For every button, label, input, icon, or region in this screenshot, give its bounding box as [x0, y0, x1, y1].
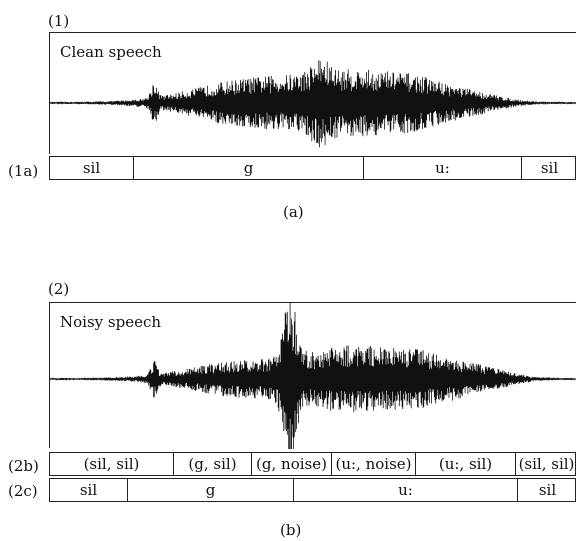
segment-g-sil: (g, sil)	[174, 453, 252, 475]
row-1a-label: (1a)	[8, 162, 39, 180]
clean-speech-title: Clean speech	[60, 43, 162, 61]
segment-u: u:	[294, 479, 518, 501]
waveform-trace	[50, 60, 576, 148]
clean-phone-segmentation: sil g u: sil	[49, 156, 576, 180]
segment-sil-end: sil	[540, 159, 559, 177]
segment-sil-end: sil	[538, 481, 557, 499]
row-2c-label: (2c)	[8, 482, 38, 500]
segment-sil-sil-end: (sil, sil)	[518, 455, 575, 473]
noisy-speech-signal	[50, 303, 576, 449]
segment-u: u:	[364, 157, 522, 179]
segment-g: g	[134, 157, 364, 179]
noisy-speech-title: Noisy speech	[60, 313, 162, 331]
clean-speech-waveform: Clean speech	[49, 32, 576, 154]
row-2b-label: (2b)	[8, 457, 39, 475]
segment-sil-sil-start: (sil, sil)	[50, 453, 174, 475]
segment-g-noise: (g, noise)	[252, 453, 332, 475]
segment-g: g	[128, 479, 294, 501]
segment-u-sil: (u:, sil)	[416, 453, 516, 475]
segment-sil-start: sil	[50, 157, 134, 179]
noisy-state-segmentation: (sil, sil) (g, sil) (g, noise) (u:, nois…	[49, 452, 576, 476]
noisy-speech-waveform: Noisy speech	[49, 302, 576, 449]
clean-speech-signal	[50, 60, 576, 148]
panel-a-number: (1)	[48, 12, 70, 30]
segment-sil-start: sil	[50, 479, 128, 501]
segment-u-noise: (u:, noise)	[332, 453, 416, 475]
waveform-trace	[50, 303, 576, 449]
panel-b-number: (2)	[48, 280, 70, 298]
caption-a: (a)	[283, 203, 304, 221]
noisy-phone-segmentation: sil g u: sil	[49, 478, 576, 502]
caption-b: (b)	[280, 521, 302, 539]
